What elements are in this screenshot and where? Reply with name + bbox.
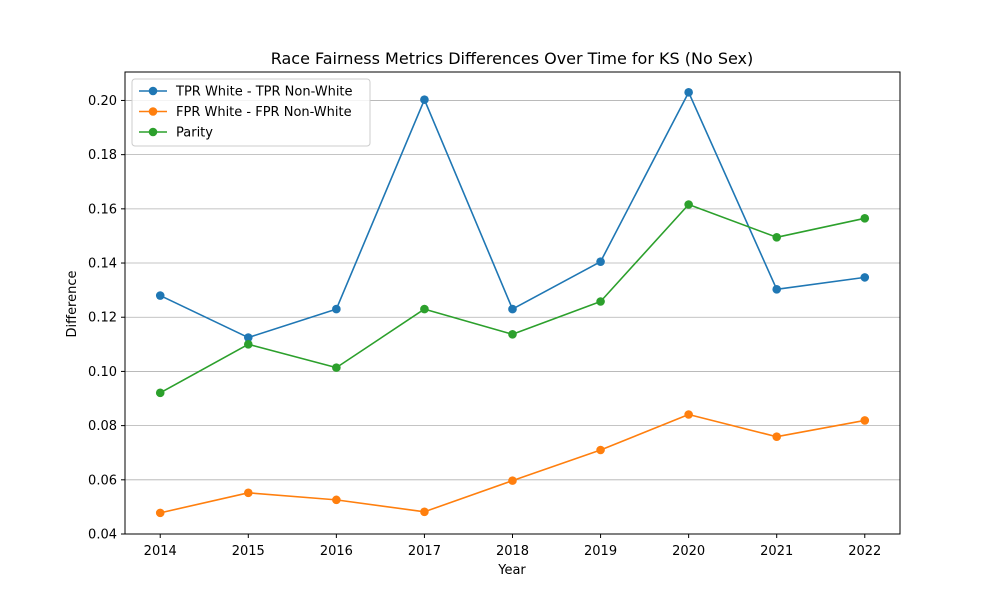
- y-tick-label: 0.16: [88, 202, 117, 217]
- legend-label: Parity: [176, 126, 213, 141]
- data-point: [772, 285, 782, 294]
- x-axis-label: Year: [497, 563, 526, 578]
- y-axis: 0.04 0.06 0.08 0.10 0.12 0.14 0.16 0.18 0.20: [88, 94, 125, 543]
- x-tick-label: 2019: [584, 544, 617, 559]
- x-tick-label: 2014: [144, 544, 177, 559]
- series-line: [160, 413, 865, 514]
- x-axis: 2014 2015 2016 2017 2018 2019 2020 2021 2022: [144, 534, 881, 559]
- data-point: [860, 416, 870, 425]
- y-tick-label: 0.10: [88, 365, 117, 380]
- x-tick-label: 2021: [760, 544, 793, 559]
- data-point: [332, 304, 341, 314]
- series-line: [159, 203, 865, 394]
- data-point: [155, 291, 165, 300]
- x-tick-label: 2022: [848, 544, 881, 559]
- legend-marker: [148, 86, 158, 96]
- data-point: [243, 333, 253, 342]
- legend-marker: [148, 127, 158, 137]
- data-point: [596, 297, 605, 306]
- y-tick-label: 0.18: [88, 148, 117, 163]
- y-axis-label: Difference: [65, 270, 80, 337]
- y-tick-label: 0.12: [88, 311, 117, 326]
- x-tick-label: 2015: [232, 544, 265, 559]
- legend-item: Parity: [139, 126, 213, 141]
- y-tick-label: 0.06: [88, 473, 117, 488]
- x-tick-label: 2017: [408, 544, 441, 559]
- data-point: [860, 214, 870, 223]
- series-2: [155, 410, 870, 518]
- data-point: [332, 363, 341, 372]
- data-point: [508, 304, 517, 314]
- chart-title: Race Fairness Metrics Differences Over T…: [271, 49, 754, 68]
- series-1: [155, 88, 870, 342]
- data-point: [508, 476, 517, 485]
- legend-marker: [148, 107, 158, 116]
- x-tick-label: 2016: [320, 544, 353, 559]
- legend-item: TPR White - TPR Non-White: [139, 85, 353, 100]
- x-tick-label: 2020: [672, 544, 705, 559]
- data-point: [332, 495, 341, 505]
- data-point: [243, 488, 253, 498]
- data-point: [860, 273, 870, 282]
- data-point: [772, 432, 782, 442]
- data-point: [684, 200, 693, 209]
- data-point: [155, 508, 165, 518]
- data-point: [684, 410, 693, 419]
- legend-label: TPR White - TPR Non-White: [175, 85, 353, 100]
- y-tick-label: 0.14: [88, 257, 117, 272]
- data-point: [596, 445, 605, 455]
- legend-box: [131, 78, 371, 147]
- grid: [125, 100, 900, 535]
- data-point: [243, 340, 253, 349]
- data-point: [420, 304, 429, 314]
- series-layer: [155, 88, 870, 518]
- y-tick-label: 0.08: [88, 419, 117, 434]
- y-tick-label: 0.04: [88, 528, 117, 543]
- legend: TPR White - TPR Non-White FPR White - FPR…: [131, 78, 371, 147]
- series-3: [155, 200, 870, 398]
- data-point: [596, 257, 605, 266]
- data-point: [420, 95, 429, 104]
- data-point: [508, 329, 517, 339]
- data-point: [684, 88, 693, 97]
- data-point: [420, 507, 429, 517]
- x-tick-label: 2018: [496, 544, 529, 559]
- y-tick-label: 0.20: [88, 94, 117, 109]
- legend-label: FPR White - FPR Non-White: [176, 105, 352, 120]
- data-point: [772, 232, 782, 242]
- data-point: [155, 388, 165, 398]
- legend-item: FPR White - FPR Non-White: [139, 105, 352, 120]
